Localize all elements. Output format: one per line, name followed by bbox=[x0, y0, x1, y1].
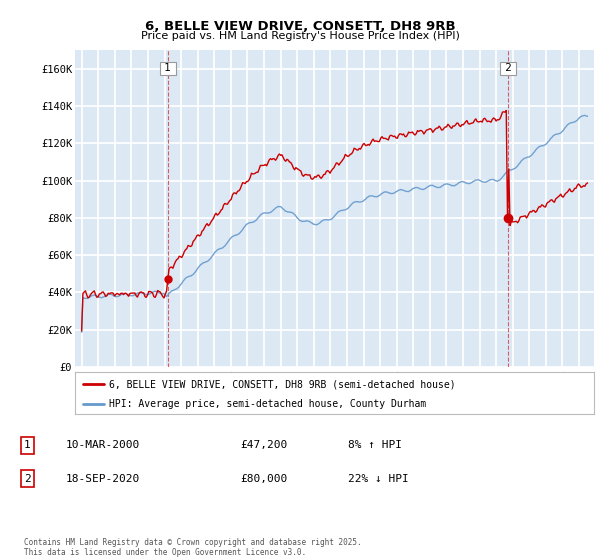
Text: 2: 2 bbox=[502, 63, 515, 73]
Text: £47,200: £47,200 bbox=[240, 440, 287, 450]
Text: 2: 2 bbox=[24, 474, 31, 484]
Text: 10-MAR-2000: 10-MAR-2000 bbox=[66, 440, 140, 450]
Text: 1: 1 bbox=[24, 440, 31, 450]
Text: 22% ↓ HPI: 22% ↓ HPI bbox=[348, 474, 409, 484]
Text: 18-SEP-2020: 18-SEP-2020 bbox=[66, 474, 140, 484]
Text: Price paid vs. HM Land Registry's House Price Index (HPI): Price paid vs. HM Land Registry's House … bbox=[140, 31, 460, 41]
Text: £80,000: £80,000 bbox=[240, 474, 287, 484]
Text: 6, BELLE VIEW DRIVE, CONSETT, DH8 9RB (semi-detached house): 6, BELLE VIEW DRIVE, CONSETT, DH8 9RB (s… bbox=[109, 379, 455, 389]
Text: Contains HM Land Registry data © Crown copyright and database right 2025.
This d: Contains HM Land Registry data © Crown c… bbox=[24, 538, 362, 557]
Text: HPI: Average price, semi-detached house, County Durham: HPI: Average price, semi-detached house,… bbox=[109, 399, 426, 409]
Text: 8% ↑ HPI: 8% ↑ HPI bbox=[348, 440, 402, 450]
Text: 6, BELLE VIEW DRIVE, CONSETT, DH8 9RB: 6, BELLE VIEW DRIVE, CONSETT, DH8 9RB bbox=[145, 20, 455, 32]
Text: 1: 1 bbox=[161, 63, 174, 73]
